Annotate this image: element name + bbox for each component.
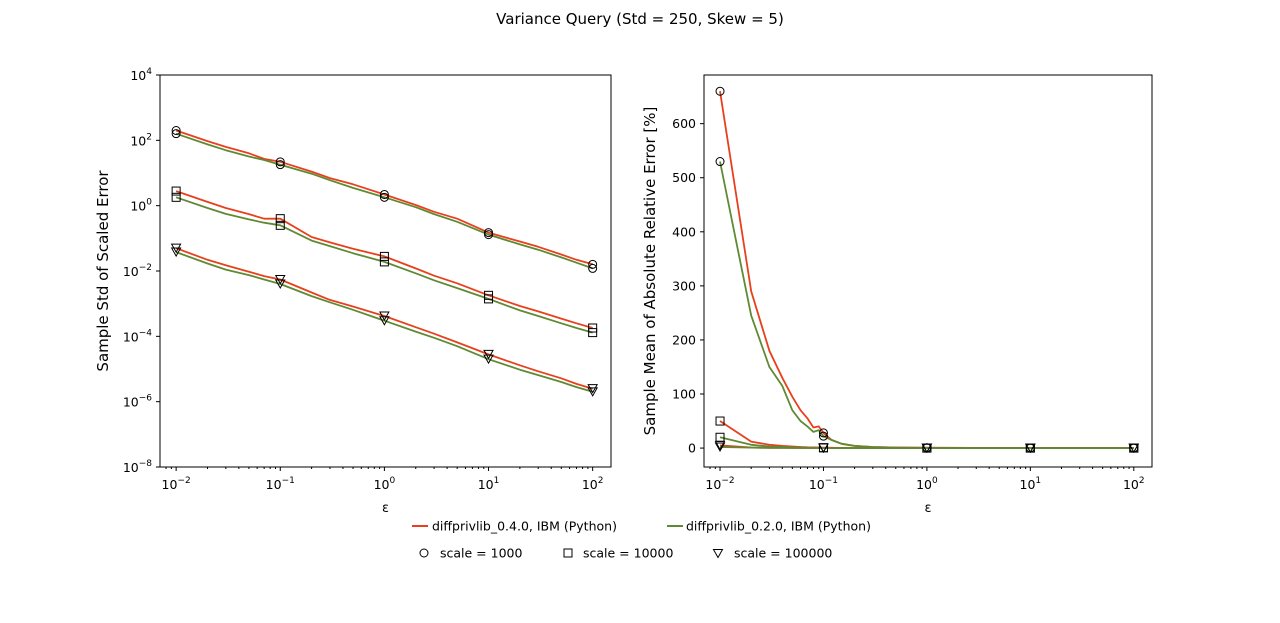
data-point-triangle-down-scale-100000 [587, 384, 599, 394]
data-point-triangle-down-scale-100000 [274, 274, 286, 285]
data-point-square-scale-10000 [484, 294, 494, 304]
y-tick-label: 400 [672, 224, 696, 239]
legend-triangle-marker [712, 549, 724, 559]
y-tick-label: 10−4 [123, 328, 152, 344]
y-tick-label: 100 [130, 198, 152, 214]
legend-entry-scale-1000: scale = 1000 [419, 546, 522, 561]
data-point-triangle-down-scale-100000 [483, 354, 494, 365]
y-axis-label: Sample Std of Scaled Error [94, 170, 112, 372]
legend-entry-v040: diffprivlib_0.4.0, IBM (Python) [412, 519, 617, 534]
data-point-square-scale-10000 [171, 192, 181, 202]
legend-label-scale-100000: scale = 100000 [734, 546, 832, 561]
data-point-triangle-down-scale-100000 [170, 247, 182, 258]
y-tick-label: 10−2 [123, 263, 152, 279]
data-point-circle-scale-1000 [484, 230, 494, 240]
series-line-v040-scale-10000 [175, 190, 593, 329]
data-point-circle-scale-1000 [818, 431, 828, 441]
series-line-v040-scale-100000 [175, 247, 593, 390]
x-tick-label: 10−1 [809, 476, 838, 492]
data-point-square-scale-10000 [379, 251, 389, 261]
left-panel-std-scaled-error: 10−2 10−1 100 101 102 10−8 10−6 10−4 10−2 100 102 1… [94, 67, 612, 516]
data-point-circle-scale-1000 [171, 129, 181, 139]
data-point-circle-scale-1000 [275, 160, 285, 170]
legend-entry-scale-100000: scale = 100000 [712, 546, 832, 561]
y-tick-label: 104 [130, 67, 152, 83]
y-tick-label: 200 [672, 332, 696, 347]
data-point-triangle-down-scale-100000 [714, 440, 726, 451]
series-line-v020-scale-1000 [175, 132, 593, 270]
legend-entry-v020: diffprivlib_0.2.0, IBM (Python) [667, 519, 871, 534]
x-tick-label: 101 [478, 476, 500, 492]
y-tick-label: 0 [688, 441, 696, 456]
data-point-square-scale-10000 [715, 416, 725, 426]
data-point-triangle-down-scale-100000 [714, 442, 726, 453]
data-point-circle-scale-1000 [818, 428, 828, 438]
figure-title: Variance Query (Std = 250, Skew = 5) [496, 10, 784, 28]
series-line-v020-scale-10000 [719, 436, 1134, 450]
legend-circle-marker [419, 548, 429, 558]
data-point-circle-scale-1000 [715, 157, 725, 167]
data-point-triangle-down-scale-100000 [587, 387, 599, 397]
right-panel-mean-relative-error: 10−2 10−1 100 101 102 0 100 200 300 400 500 600 ε Sam… [641, 74, 1153, 516]
data-point-triangle-down-scale-100000 [274, 279, 286, 290]
legend-square-marker [563, 548, 573, 558]
y-tick-label: 600 [672, 116, 696, 131]
series-line-v020-scale-100000 [175, 251, 593, 393]
x-tick-label: 10−2 [162, 476, 191, 492]
legend-label-scale-10000: scale = 10000 [583, 546, 673, 561]
x-tick-label: 102 [1123, 476, 1145, 492]
axes-frame [703, 74, 1153, 468]
y-tick-label: 300 [672, 278, 696, 293]
y-tick-label: 10−6 [123, 394, 152, 410]
legend-label-v040: diffprivlib_0.4.0, IBM (Python) [432, 519, 617, 534]
series-line-v040-scale-1000 [719, 91, 1134, 449]
data-point-triangle-down-scale-100000 [921, 443, 933, 454]
data-point-triangle-down-scale-100000 [379, 316, 390, 326]
y-axis-label: Sample Mean of Absolute Relative Error [… [641, 107, 659, 436]
data-point-triangle-down-scale-100000 [483, 349, 494, 360]
x-tick-label: 102 [582, 476, 604, 492]
data-point-square-scale-10000 [588, 328, 598, 338]
data-point-square-scale-10000 [275, 220, 285, 230]
x-tick-label: 100 [374, 476, 396, 492]
y-tick-label: 102 [130, 132, 152, 148]
x-axis-label: ε [924, 501, 931, 516]
data-point-triangle-down-scale-100000 [818, 443, 829, 454]
data-point-circle-scale-1000 [379, 189, 389, 199]
data-point-triangle-down-scale-100000 [1024, 443, 1036, 454]
data-point-circle-scale-1000 [588, 263, 598, 273]
y-tick-label: 10−8 [123, 459, 152, 475]
x-tick-label: 10−1 [266, 476, 295, 492]
y-tick-label: 100 [672, 387, 696, 402]
data-point-circle-scale-1000 [715, 86, 725, 96]
y-tick-label: 500 [672, 170, 696, 185]
data-point-triangle-down-scale-100000 [1128, 443, 1140, 454]
data-point-circle-scale-1000 [275, 157, 285, 167]
data-point-square-scale-10000 [379, 257, 389, 267]
legend-label-v020: diffprivlib_0.2.0, IBM (Python) [686, 519, 871, 534]
x-axis-label: ε [382, 501, 389, 516]
data-point-circle-scale-1000 [379, 192, 389, 202]
legend-label-scale-1000: scale = 1000 [440, 546, 522, 561]
data-point-square-scale-10000 [171, 186, 181, 196]
legend-entry-scale-10000: scale = 10000 [563, 546, 673, 561]
series-line-v020-scale-1000 [719, 161, 1134, 449]
data-point-triangle-down-scale-100000 [379, 311, 390, 321]
axes-frame [159, 74, 612, 468]
legend: diffprivlib_0.4.0, IBM (Python) diffpriv… [412, 519, 871, 561]
x-tick-label: 100 [916, 476, 938, 492]
data-point-circle-scale-1000 [171, 125, 181, 135]
data-point-square-scale-10000 [588, 323, 598, 333]
data-point-circle-scale-1000 [588, 259, 598, 269]
series-line-v020-scale-10000 [175, 196, 593, 334]
x-tick-label: 101 [1020, 476, 1042, 492]
series-line-v040-scale-1000 [175, 129, 593, 266]
data-point-square-scale-10000 [275, 214, 285, 224]
x-tick-label: 10−2 [705, 476, 734, 492]
